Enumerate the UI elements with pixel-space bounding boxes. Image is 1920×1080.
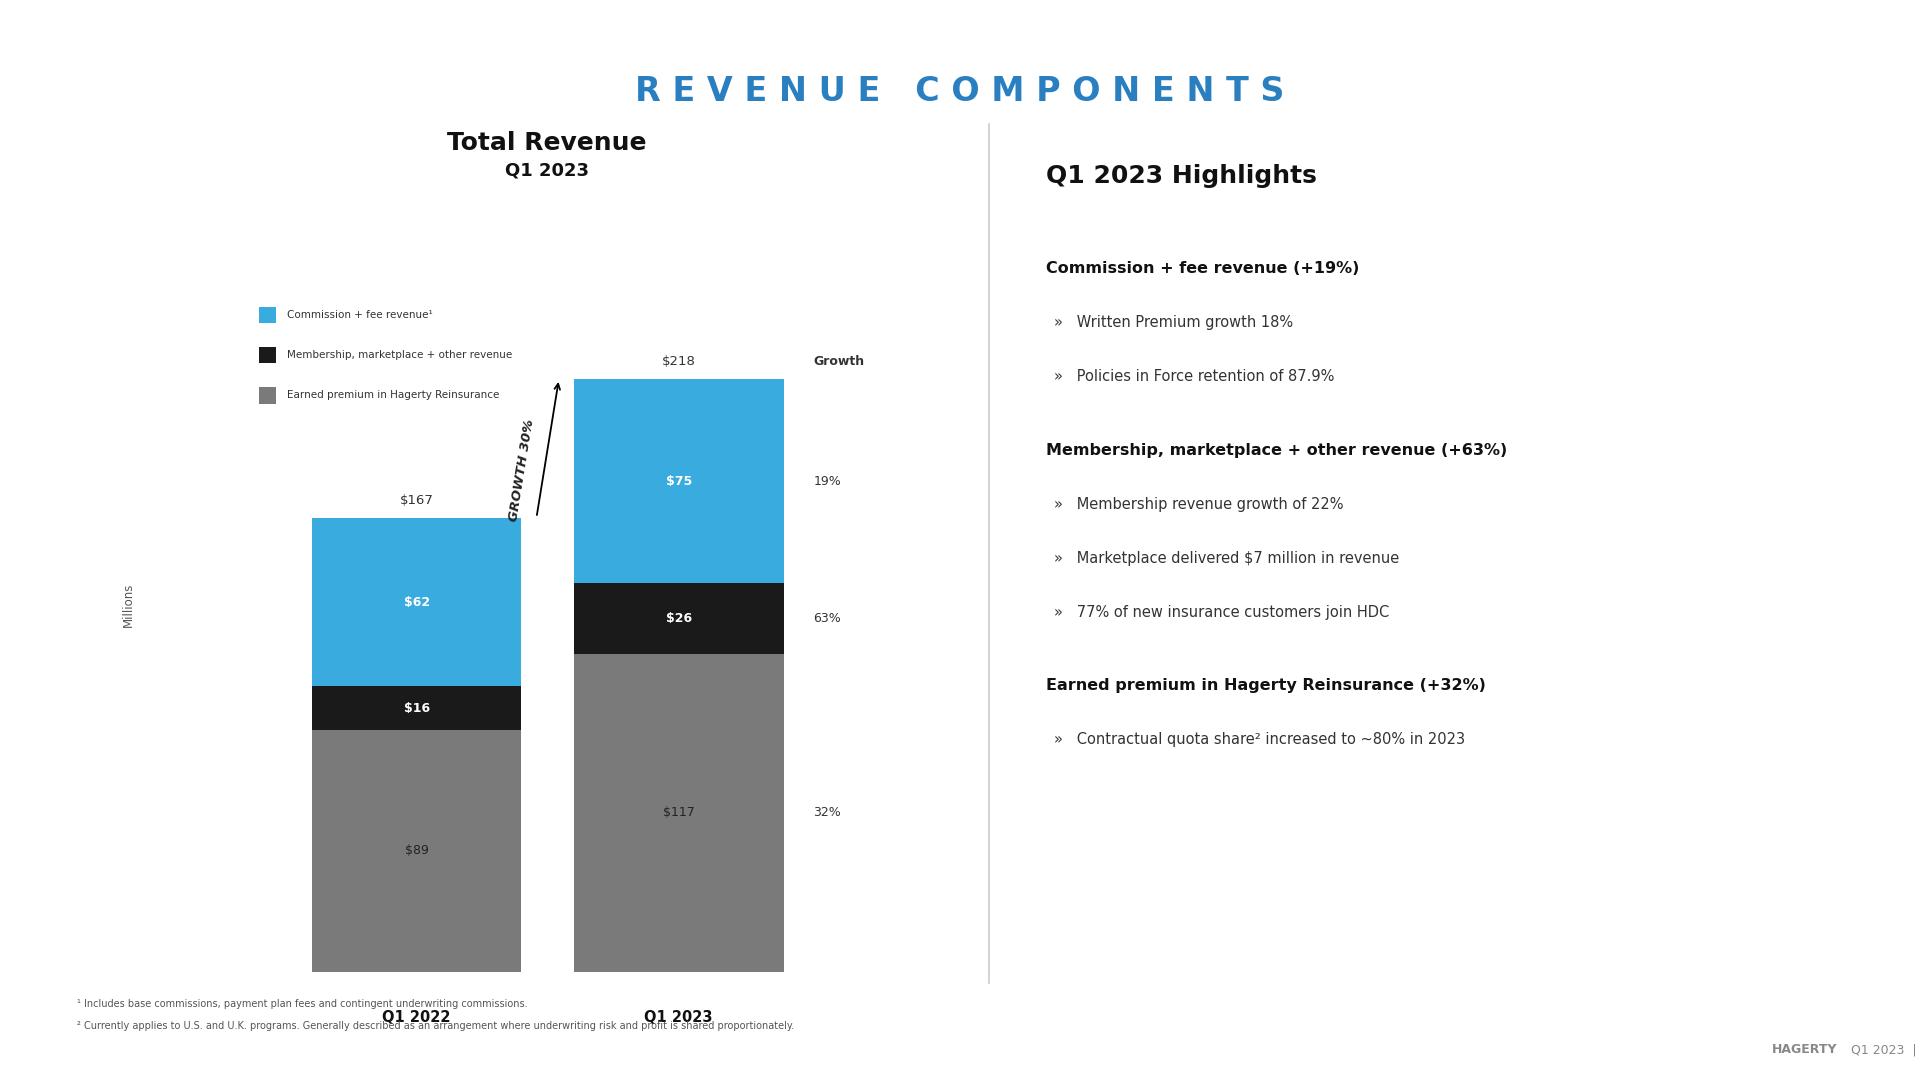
Bar (574, 379, 783, 583)
Bar (311, 517, 522, 687)
Bar (574, 583, 783, 653)
Text: Millions: Millions (121, 582, 134, 627)
Text: Membership, marketplace + other revenue: Membership, marketplace + other revenue (288, 350, 513, 360)
Text: HAGERTY: HAGERTY (1772, 1043, 1837, 1056)
Text: $26: $26 (666, 612, 691, 625)
Text: $167: $167 (399, 494, 434, 507)
Text: $117: $117 (662, 807, 695, 820)
Text: Earned premium in Hagerty Reinsurance (+32%): Earned premium in Hagerty Reinsurance (+… (1046, 678, 1486, 693)
Text: $62: $62 (403, 595, 430, 608)
Text: Commission + fee revenue (+19%): Commission + fee revenue (+19%) (1046, 261, 1359, 276)
Bar (311, 730, 522, 972)
Text: Q1 2022: Q1 2022 (382, 1010, 451, 1025)
Text: $218: $218 (662, 355, 695, 368)
Text: »   77% of new insurance customers join HDC: » 77% of new insurance customers join HD… (1054, 605, 1390, 620)
Text: $16: $16 (403, 702, 430, 715)
Text: Q1 2023: Q1 2023 (645, 1010, 712, 1025)
Text: GROWTH 30%: GROWTH 30% (507, 418, 536, 523)
Text: »   Contractual quota share² increased to ~80% in 2023: » Contractual quota share² increased to … (1054, 732, 1465, 747)
Bar (259, 307, 276, 323)
Bar (259, 388, 276, 404)
Bar (574, 653, 783, 972)
Text: $75: $75 (666, 474, 691, 487)
Text: Q1 2023 Highlights: Q1 2023 Highlights (1046, 164, 1317, 188)
Text: »   Policies in Force retention of 87.9%: » Policies in Force retention of 87.9% (1054, 369, 1334, 384)
Text: R E V E N U E   C O M P O N E N T S: R E V E N U E C O M P O N E N T S (636, 76, 1284, 108)
Bar (311, 687, 522, 730)
Text: 32%: 32% (814, 807, 841, 820)
Bar (259, 347, 276, 363)
Text: Earned premium in Hagerty Reinsurance: Earned premium in Hagerty Reinsurance (288, 391, 499, 401)
Text: ¹ Includes base commissions, payment plan fees and contingent underwriting commi: ¹ Includes base commissions, payment pla… (77, 999, 528, 1009)
Text: »   Marketplace delivered $7 million in revenue: » Marketplace delivered $7 million in re… (1054, 551, 1400, 566)
Text: 19%: 19% (814, 474, 841, 487)
Text: Q1 2023: Q1 2023 (505, 162, 589, 179)
Text: Q1 2023  |  8: Q1 2023 | 8 (1843, 1043, 1920, 1056)
Text: »   Membership revenue growth of 22%: » Membership revenue growth of 22% (1054, 497, 1344, 512)
Text: 63%: 63% (814, 612, 841, 625)
Text: Total Revenue: Total Revenue (447, 131, 647, 154)
Text: Commission + fee revenue¹: Commission + fee revenue¹ (288, 310, 432, 320)
Text: Membership, marketplace + other revenue (+63%): Membership, marketplace + other revenue … (1046, 443, 1507, 458)
Text: ² Currently applies to U.S. and U.K. programs. Generally described as an arrange: ² Currently applies to U.S. and U.K. pro… (77, 1021, 795, 1030)
Text: $89: $89 (405, 845, 428, 858)
Text: »   Written Premium growth 18%: » Written Premium growth 18% (1054, 315, 1294, 330)
Text: Growth: Growth (814, 355, 864, 368)
